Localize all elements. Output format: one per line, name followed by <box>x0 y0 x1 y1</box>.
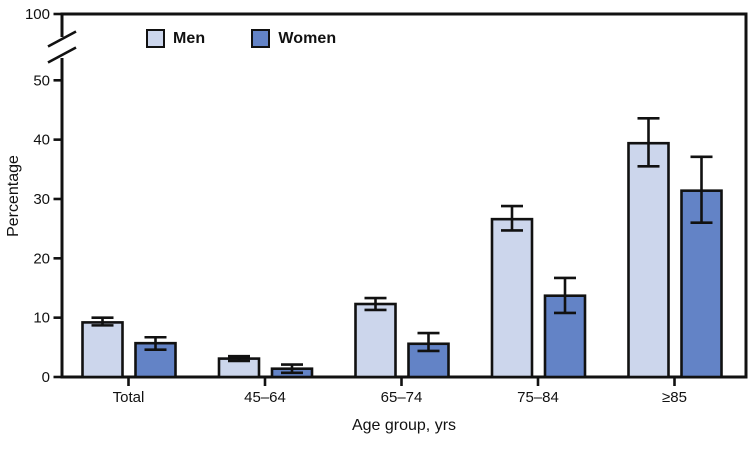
y-tick-label: 50 <box>33 72 50 89</box>
y-tick-label: 10 <box>33 310 50 327</box>
x-axis-title: Age group, yrs <box>351 417 457 434</box>
legend-item-women: Women <box>251 29 336 48</box>
y-tick-label: 20 <box>33 250 50 267</box>
bar-men-4 <box>627 141 670 379</box>
y-tick-label: 30 <box>33 191 50 208</box>
legend: Men Women <box>146 29 336 48</box>
y-tick-label: 0 <box>42 369 50 386</box>
legend-label-men: Men <box>173 29 206 47</box>
bar-men-3 <box>490 217 534 379</box>
axis-break-slash <box>47 30 77 48</box>
x-category-label: 75–84 <box>517 389 559 406</box>
y-tick-label: 40 <box>33 132 50 149</box>
x-category-label: 65–74 <box>381 389 423 406</box>
y-tick-label: 100 <box>25 6 50 23</box>
men-swatch-icon <box>146 29 165 48</box>
x-category-label: ≥85 <box>662 389 687 406</box>
women-swatch-icon <box>251 29 271 48</box>
legend-label-women: Women <box>278 29 337 47</box>
x-category-label: Total <box>113 389 145 406</box>
y-axis-title: Percentage <box>5 155 22 237</box>
axis-break-slash <box>47 46 77 64</box>
x-category-label: 45–64 <box>244 389 286 406</box>
bar-men-0 <box>81 321 124 379</box>
bar-women-2 <box>407 342 450 379</box>
bar-men-2 <box>354 302 397 379</box>
legend-item-men: Men <box>146 29 205 48</box>
